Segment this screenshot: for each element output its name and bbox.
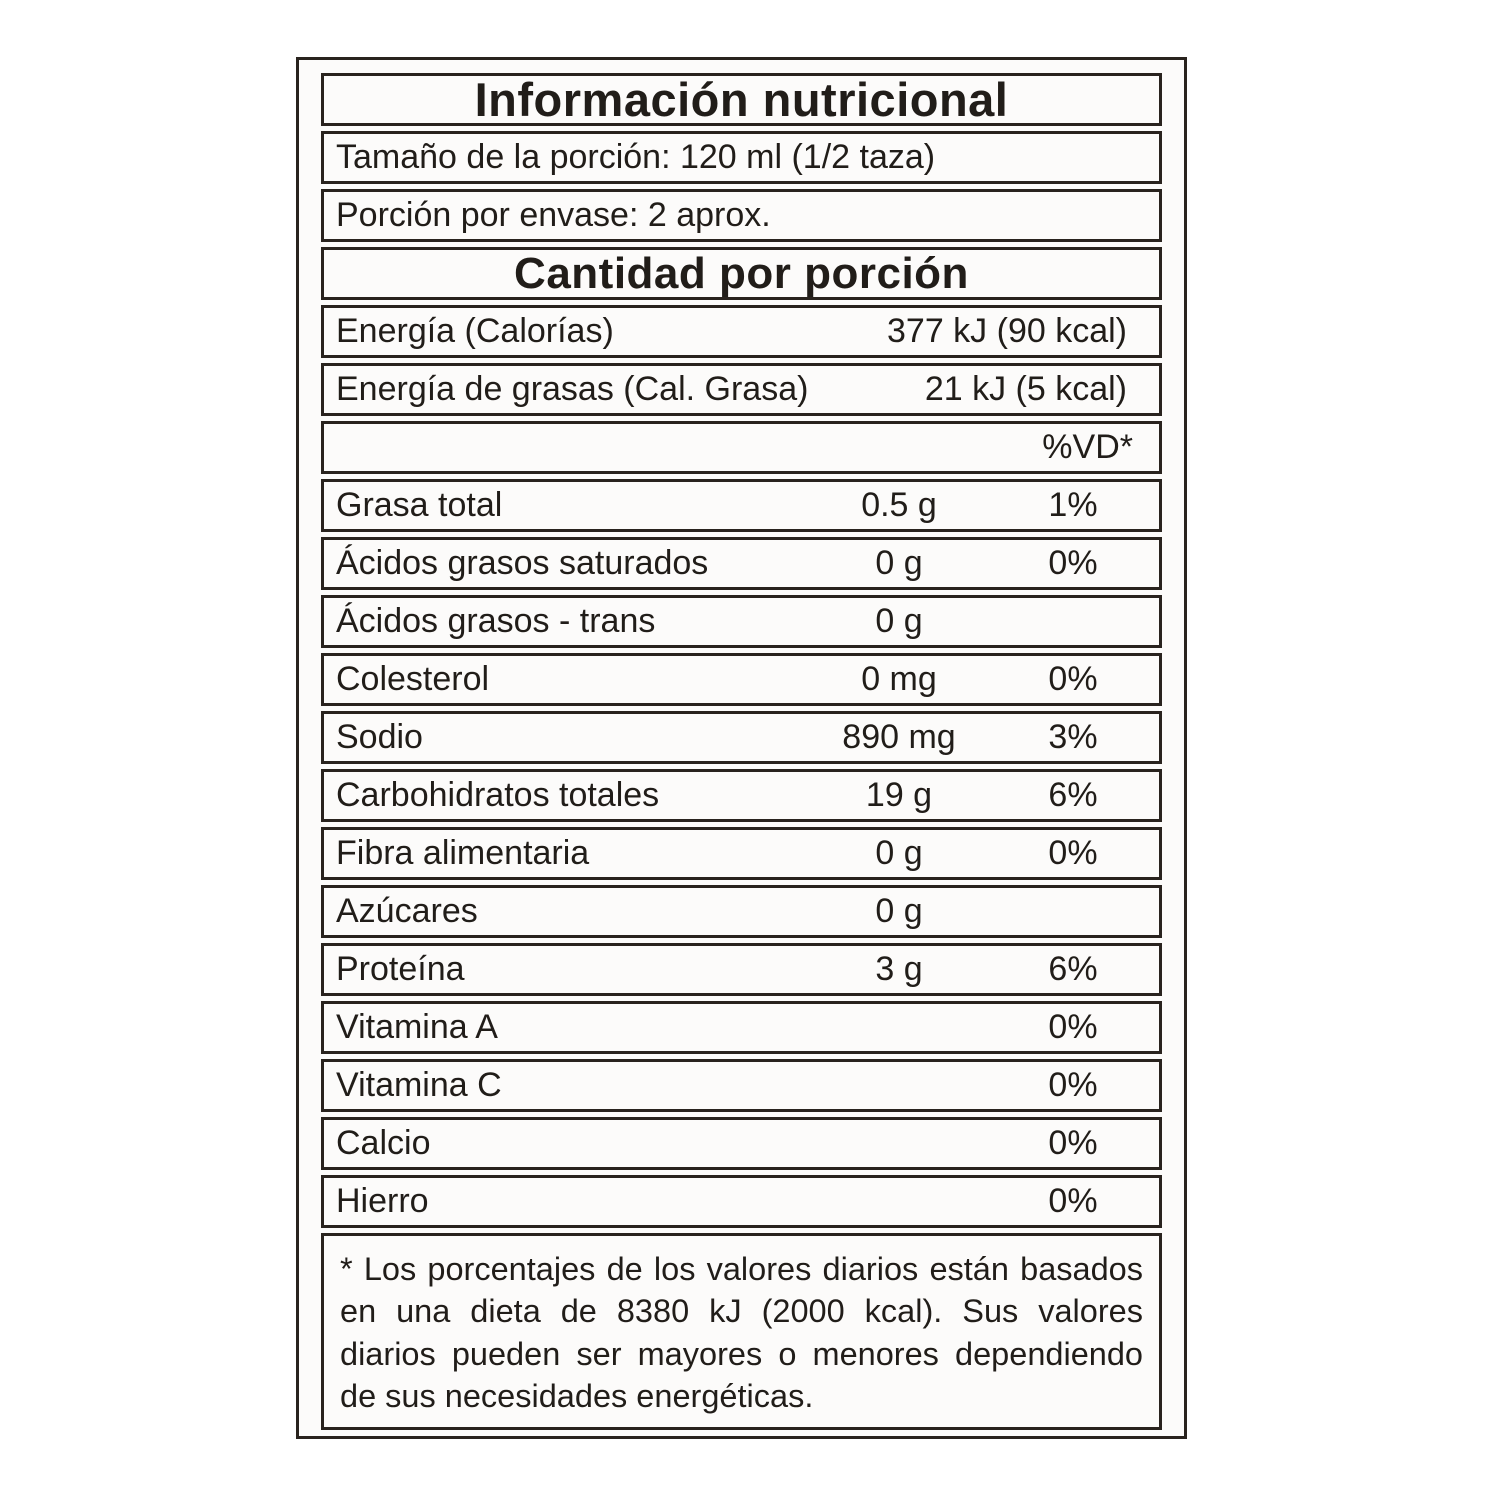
energy-amount: 377 kJ (90 kcal) xyxy=(887,312,1127,350)
nutrient-name: Fibra alimentaria xyxy=(336,834,590,872)
nutrient-row: Vitamina A 0% xyxy=(321,1001,1162,1054)
serving-size-text: Tamaño de la porción: 120 ml (1/2 taza) xyxy=(336,138,936,176)
footnote-text: * Los porcentajes de los valores diarios… xyxy=(340,1251,1143,1414)
daily-value-header-text: %VD* xyxy=(1042,428,1133,466)
nutrient-amount: 3 g xyxy=(875,950,923,988)
daily-value-header-row: %VD* xyxy=(321,421,1162,474)
nutrient-name: Carbohidratos totales xyxy=(336,776,660,814)
nutrient-name: Proteína xyxy=(336,950,465,988)
nutrient-row: Grasa total 0.5 g 1% xyxy=(321,479,1162,532)
amount-per-serving-header: Cantidad por porción xyxy=(321,247,1162,300)
nutrient-row: Fibra alimentaria 0 g 0% xyxy=(321,827,1162,880)
nutrient-row: Carbohidratos totales 19 g 6% xyxy=(321,769,1162,822)
energy-name: Energía de grasas (Cal. Grasa) xyxy=(336,370,809,408)
nutrient-amount: 0.5 g xyxy=(861,486,937,524)
nutrient-amount: 0 g xyxy=(875,602,923,640)
label-title: Información nutricional xyxy=(321,73,1162,126)
nutrient-amount: 890 mg xyxy=(842,718,956,756)
nutrient-daily-value: 0% xyxy=(1048,1182,1098,1220)
nutrient-name: Hierro xyxy=(336,1182,429,1220)
nutrient-name: Ácidos grasos - trans xyxy=(336,602,656,640)
nutrient-name: Vitamina A xyxy=(336,1008,498,1046)
nutrient-amount: 19 g xyxy=(865,776,933,814)
nutrient-name: Colesterol xyxy=(336,660,490,698)
nutrient-amount: 0 g xyxy=(875,834,923,872)
nutrition-label: Información nutricional Tamaño de la por… xyxy=(296,57,1187,1439)
serving-size-row: Tamaño de la porción: 120 ml (1/2 taza) xyxy=(321,131,1162,184)
nutrient-row: Sodio 890 mg 3% xyxy=(321,711,1162,764)
energy-row: Energía de grasas (Cal. Grasa) 21 kJ (5 … xyxy=(321,363,1162,416)
nutrient-daily-value: 6% xyxy=(1048,950,1098,988)
nutrient-row: Vitamina C 0% xyxy=(321,1059,1162,1112)
nutrient-row: Calcio 0% xyxy=(321,1117,1162,1170)
nutrient-daily-value: 0% xyxy=(1048,1008,1098,1046)
nutrient-row: Colesterol 0 mg 0% xyxy=(321,653,1162,706)
nutrient-daily-value: 6% xyxy=(1048,776,1098,814)
nutrient-amount: 0 g xyxy=(875,892,923,930)
energy-amount: 21 kJ (5 kcal) xyxy=(924,370,1127,408)
nutrient-row: Ácidos grasos - trans 0 g xyxy=(321,595,1162,648)
label-title-text: Información nutricional xyxy=(474,73,1009,126)
nutrient-daily-value: 1% xyxy=(1048,486,1098,524)
nutrient-amount: 0 mg xyxy=(861,660,937,698)
nutrient-daily-value: 0% xyxy=(1048,660,1098,698)
servings-per-container-text: Porción por envase: 2 aprox. xyxy=(336,196,771,234)
nutrient-row: Azúcares 0 g xyxy=(321,885,1162,938)
nutrient-daily-value: 0% xyxy=(1048,1066,1098,1104)
nutrient-amount: 0 g xyxy=(875,544,923,582)
footnote: * Los porcentajes de los valores diarios… xyxy=(321,1233,1162,1430)
energy-row: Energía (Calorías) 377 kJ (90 kcal) xyxy=(321,305,1162,358)
nutrient-row: Proteína 3 g 6% xyxy=(321,943,1162,996)
nutrient-name: Ácidos grasos saturados xyxy=(336,544,709,582)
nutrient-daily-value: 3% xyxy=(1048,718,1098,756)
nutrient-daily-value: 0% xyxy=(1048,1124,1098,1162)
nutrient-row: Ácidos grasos saturados 0 g 0% xyxy=(321,537,1162,590)
servings-per-container-row: Porción por envase: 2 aprox. xyxy=(321,189,1162,242)
nutrient-name: Azúcares xyxy=(336,892,478,930)
nutrient-name: Sodio xyxy=(336,718,423,756)
nutrient-name: Grasa total xyxy=(336,486,503,524)
nutrient-daily-value: 0% xyxy=(1048,834,1098,872)
amount-per-serving-text: Cantidad por porción xyxy=(514,248,969,298)
energy-name: Energía (Calorías) xyxy=(336,312,614,350)
nutrient-daily-value: 0% xyxy=(1048,544,1098,582)
nutrient-row: Hierro 0% xyxy=(321,1175,1162,1228)
nutrient-name: Calcio xyxy=(336,1124,431,1162)
nutrient-name: Vitamina C xyxy=(336,1066,502,1104)
